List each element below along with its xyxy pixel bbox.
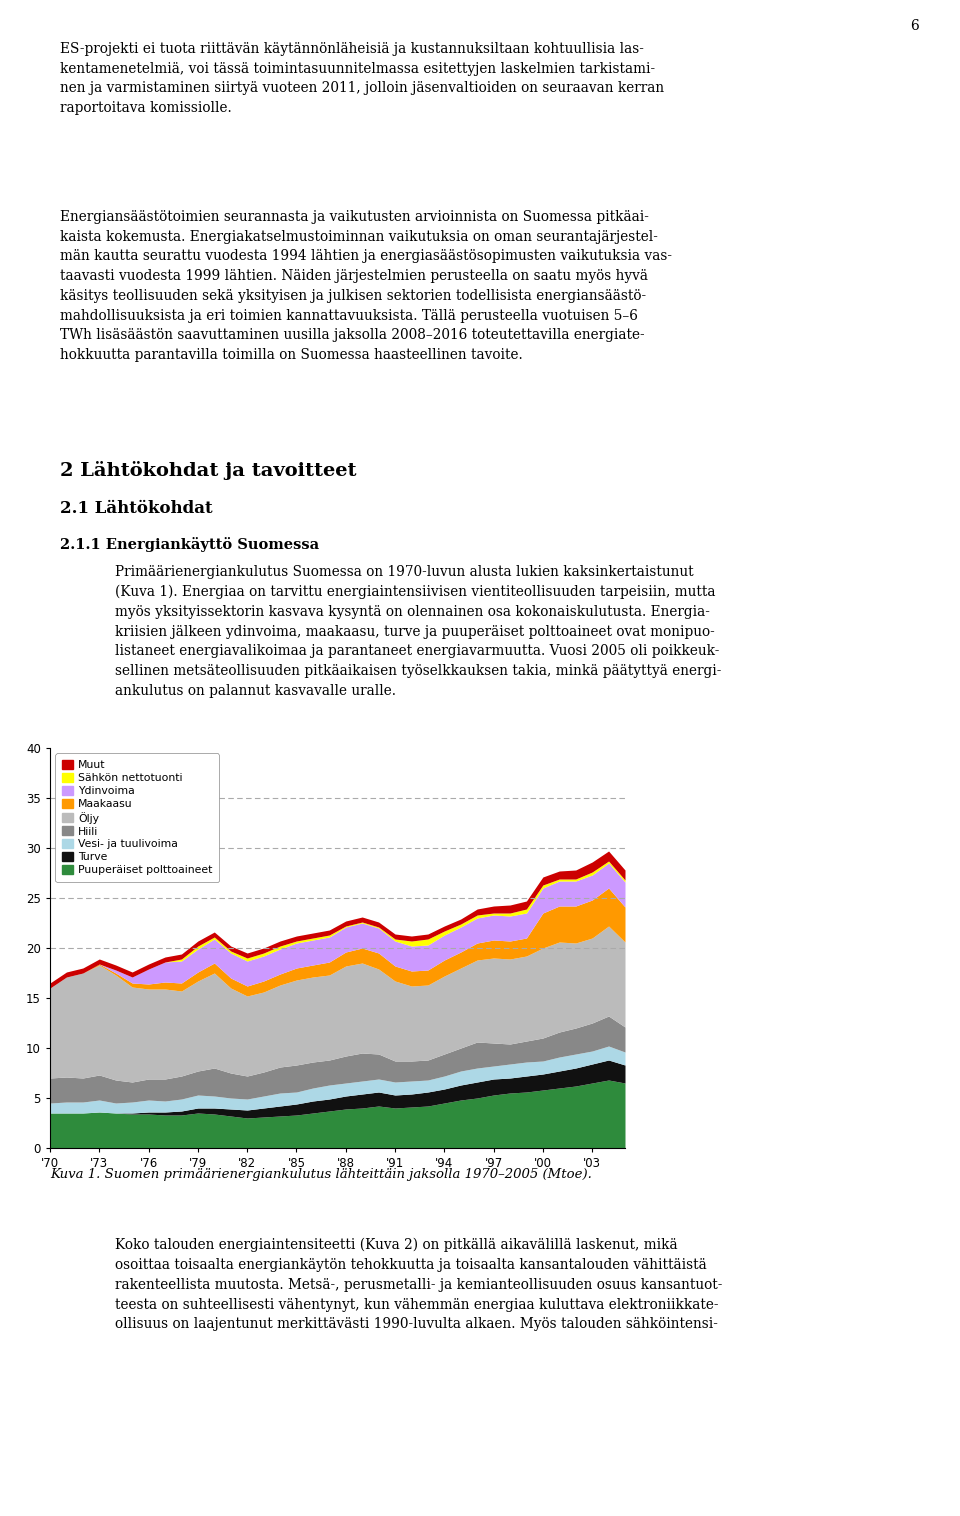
Text: 2 Lähtökohdat ja tavoitteet: 2 Lähtökohdat ja tavoitteet — [60, 461, 356, 481]
Text: 2.1.1 Energiankäyttö Suomessa: 2.1.1 Energiankäyttö Suomessa — [60, 537, 319, 552]
Legend: Muut, Sähkön nettotuonti, Ydinvoima, Maakaasu, Öljy, Hiili, Vesi- ja tuulivoima,: Muut, Sähkön nettotuonti, Ydinvoima, Maa… — [56, 753, 219, 882]
Text: Energiansäästötoimien seurannasta ja vaikutusten arvioinnista on Suomessa pitkäa: Energiansäästötoimien seurannasta ja vai… — [60, 211, 672, 362]
Text: 6: 6 — [910, 20, 919, 33]
Text: ES-projekti ei tuota riittävän käytännönläheisiä ja kustannuksiltaan kohtuullisi: ES-projekti ei tuota riittävän käytännön… — [60, 42, 664, 115]
Text: Koko talouden energiaintensiteetti (Kuva 2) on pitkällä aikavälillä laskenut, mi: Koko talouden energiaintensiteetti (Kuva… — [115, 1239, 723, 1331]
Text: Kuva 1. Suomen primäärienergiankulutus lähteittäin jaksolla 1970–2005 (Mtoe).: Kuva 1. Suomen primäärienergiankulutus l… — [50, 1167, 592, 1181]
Text: 2.1 Lähtökohdat: 2.1 Lähtökohdat — [60, 500, 212, 517]
Text: Primäärienergiankulutus Suomessa on 1970-luvun alusta lukien kaksinkertaistunut
: Primäärienergiankulutus Suomessa on 1970… — [115, 565, 722, 697]
